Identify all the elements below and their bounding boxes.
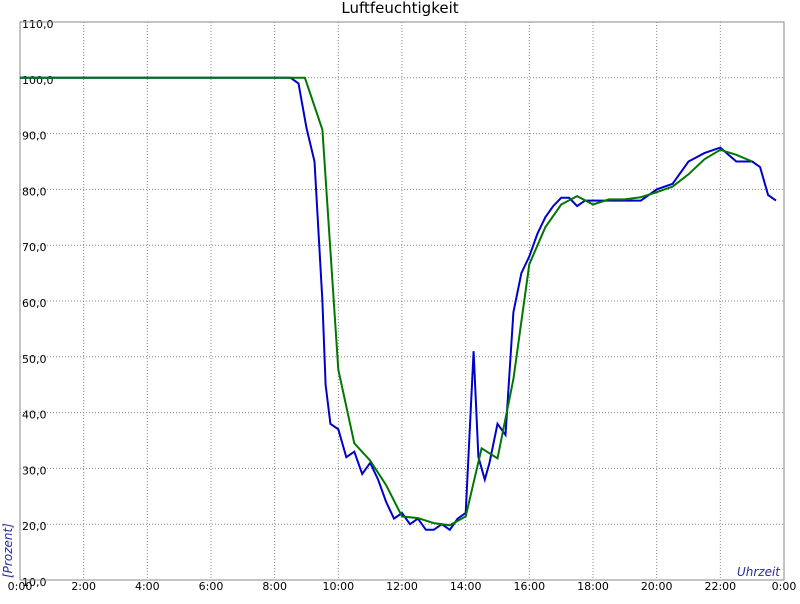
x-tick-label: 8:00	[262, 580, 287, 593]
y-tick-label: 110,0	[22, 18, 54, 31]
y-tick-label: 40,0	[22, 409, 47, 422]
y-tick-label: 60,0	[22, 297, 47, 310]
y-tick-label: 20,0	[22, 520, 47, 533]
plot-frame	[19, 21, 785, 581]
x-tick-label: 4:00	[135, 580, 160, 593]
x-tick-label: 14:00	[450, 580, 482, 593]
x-tick-label: 20:00	[641, 580, 673, 593]
x-tick-label: 10:00	[322, 580, 354, 593]
y-tick-label: 100,0	[22, 74, 54, 87]
series-line	[20, 76, 777, 532]
y-tick-label: 50,0	[22, 353, 47, 366]
y-tick-label: 30,0	[22, 464, 47, 477]
y-tick-label: 80,0	[22, 185, 47, 198]
y-tick-label: 90,0	[22, 130, 47, 143]
x-tick-label: 2:00	[71, 580, 96, 593]
x-tick-label: 0:00	[772, 580, 797, 593]
x-tick-label: 16:00	[513, 580, 545, 593]
x-tick-label: 18:00	[577, 580, 609, 593]
x-tick-label: 22:00	[704, 580, 736, 593]
x-tick-label: 6:00	[199, 580, 224, 593]
series-line	[20, 76, 753, 527]
x-tick-label: 0:00	[8, 580, 33, 593]
chart-title: Luftfeuchtigkeit	[341, 0, 458, 17]
y-axis-label: [Prozent]	[1, 523, 15, 578]
y-tick-label: 70,0	[22, 241, 47, 254]
x-axis-label: Uhrzeit	[737, 565, 781, 579]
y-tick-label: 10,0	[22, 576, 47, 589]
x-tick-label: 12:00	[386, 580, 418, 593]
